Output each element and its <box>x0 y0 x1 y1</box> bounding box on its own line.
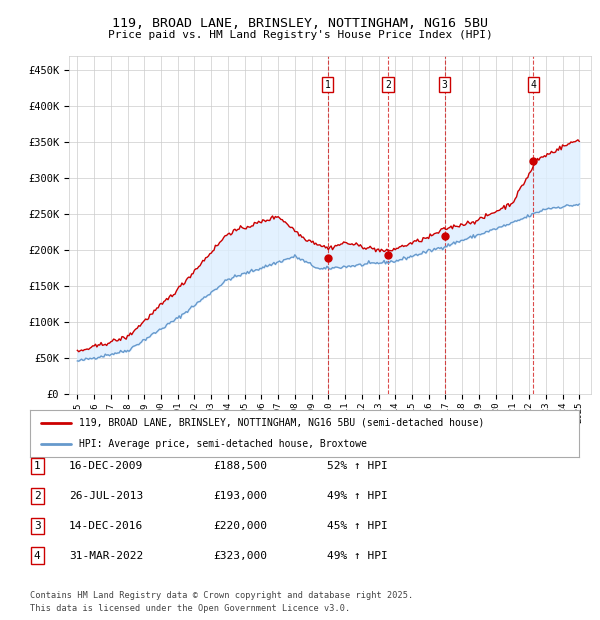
Text: 45% ↑ HPI: 45% ↑ HPI <box>327 521 388 531</box>
Text: £193,000: £193,000 <box>213 491 267 501</box>
Text: £188,500: £188,500 <box>213 461 267 471</box>
Text: 26-JUL-2013: 26-JUL-2013 <box>69 491 143 501</box>
Text: 3: 3 <box>442 79 448 89</box>
Text: HPI: Average price, semi-detached house, Broxtowe: HPI: Average price, semi-detached house,… <box>79 440 367 450</box>
Text: 16-DEC-2009: 16-DEC-2009 <box>69 461 143 471</box>
Text: £323,000: £323,000 <box>213 551 267 560</box>
Text: 1: 1 <box>34 461 41 471</box>
Text: 49% ↑ HPI: 49% ↑ HPI <box>327 551 388 560</box>
Text: 3: 3 <box>34 521 41 531</box>
Text: 119, BROAD LANE, BRINSLEY, NOTTINGHAM, NG16 5BU: 119, BROAD LANE, BRINSLEY, NOTTINGHAM, N… <box>112 17 488 30</box>
Text: 2: 2 <box>385 79 391 89</box>
Text: £220,000: £220,000 <box>213 521 267 531</box>
Text: 52% ↑ HPI: 52% ↑ HPI <box>327 461 388 471</box>
Text: Contains HM Land Registry data © Crown copyright and database right 2025.: Contains HM Land Registry data © Crown c… <box>30 590 413 600</box>
Text: 119, BROAD LANE, BRINSLEY, NOTTINGHAM, NG16 5BU (semi-detached house): 119, BROAD LANE, BRINSLEY, NOTTINGHAM, N… <box>79 418 485 428</box>
Text: Price paid vs. HM Land Registry's House Price Index (HPI): Price paid vs. HM Land Registry's House … <box>107 30 493 40</box>
Text: 14-DEC-2016: 14-DEC-2016 <box>69 521 143 531</box>
Text: 49% ↑ HPI: 49% ↑ HPI <box>327 491 388 501</box>
Text: 1: 1 <box>325 79 331 89</box>
Text: 4: 4 <box>530 79 536 89</box>
Text: 31-MAR-2022: 31-MAR-2022 <box>69 551 143 560</box>
Text: 2: 2 <box>34 491 41 501</box>
Text: 4: 4 <box>34 551 41 560</box>
Text: This data is licensed under the Open Government Licence v3.0.: This data is licensed under the Open Gov… <box>30 603 350 613</box>
